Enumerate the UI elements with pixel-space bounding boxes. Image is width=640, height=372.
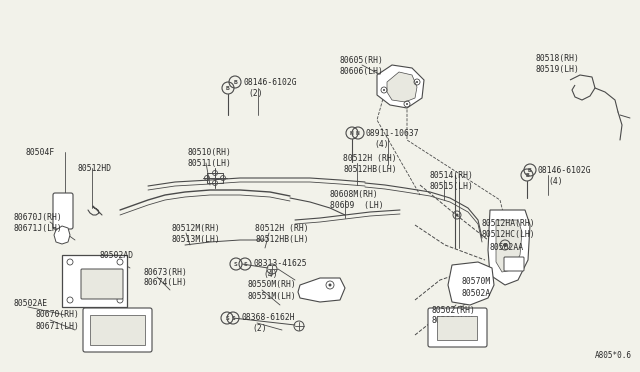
Text: (4): (4) [374, 140, 388, 148]
FancyBboxPatch shape [53, 193, 73, 229]
FancyBboxPatch shape [437, 316, 477, 340]
Text: 80511(LH): 80511(LH) [188, 158, 232, 167]
Text: B: B [528, 167, 532, 173]
Text: 80608M(RH): 80608M(RH) [330, 189, 379, 199]
Text: 80513M(LH): 80513M(LH) [172, 234, 221, 244]
Text: 08146-6102G: 08146-6102G [538, 166, 591, 174]
Text: 08313-41625: 08313-41625 [253, 260, 307, 269]
FancyBboxPatch shape [428, 308, 487, 347]
Polygon shape [387, 72, 417, 102]
Text: 80512H (RH): 80512H (RH) [255, 224, 308, 232]
Text: B: B [226, 86, 230, 90]
Text: 80570M: 80570M [462, 278, 492, 286]
Circle shape [456, 214, 458, 217]
Text: 80510(RH): 80510(RH) [188, 148, 232, 157]
Text: 08146-6102G: 08146-6102G [243, 77, 296, 87]
FancyBboxPatch shape [81, 269, 123, 299]
Text: 80515(LH): 80515(LH) [430, 182, 474, 190]
Text: S: S [225, 315, 229, 321]
Text: 80519(LH): 80519(LH) [535, 64, 579, 74]
Text: S: S [234, 262, 238, 266]
Polygon shape [448, 262, 494, 305]
Text: 80674(LH): 80674(LH) [143, 279, 187, 288]
Circle shape [406, 103, 408, 105]
Text: 80605(RH): 80605(RH) [340, 55, 384, 64]
Text: 80671(LH): 80671(LH) [36, 321, 80, 330]
Text: 80514(RH): 80514(RH) [430, 170, 474, 180]
Text: 80502(RH): 80502(RH) [432, 305, 476, 314]
Text: (4): (4) [263, 270, 278, 279]
Text: S: S [231, 315, 235, 321]
Polygon shape [54, 226, 70, 244]
Text: 08368-6162H: 08368-6162H [241, 314, 294, 323]
Polygon shape [377, 65, 424, 108]
Circle shape [328, 283, 332, 286]
Text: 80512M(RH): 80512M(RH) [172, 224, 221, 232]
Polygon shape [488, 210, 530, 285]
Text: (2): (2) [248, 89, 262, 97]
Text: N: N [356, 131, 360, 135]
Text: A805*0.6: A805*0.6 [595, 351, 632, 360]
FancyBboxPatch shape [504, 257, 524, 271]
Text: 80502AE: 80502AE [14, 298, 48, 308]
Text: S: S [243, 262, 247, 266]
Text: 80671J(LH): 80671J(LH) [14, 224, 63, 232]
Text: 80512HB(LH): 80512HB(LH) [255, 234, 308, 244]
Text: 80518(RH): 80518(RH) [535, 54, 579, 62]
Text: 80670J(RH): 80670J(RH) [14, 212, 63, 221]
Text: 80512HD: 80512HD [78, 164, 112, 173]
Text: 80512H (RH): 80512H (RH) [343, 154, 397, 163]
Text: 80551M(LH): 80551M(LH) [248, 292, 297, 301]
Polygon shape [298, 278, 345, 302]
FancyBboxPatch shape [62, 255, 127, 307]
Circle shape [416, 81, 418, 83]
Text: 80512HC(LH): 80512HC(LH) [482, 230, 536, 238]
Text: (2): (2) [252, 324, 267, 334]
Polygon shape [496, 220, 522, 272]
Text: 80504F: 80504F [26, 148, 55, 157]
Text: 80670(RH): 80670(RH) [36, 311, 80, 320]
Circle shape [503, 243, 507, 247]
FancyBboxPatch shape [83, 308, 152, 352]
Text: 80502A: 80502A [462, 289, 492, 298]
Text: 80503(LH): 80503(LH) [432, 317, 476, 326]
Text: 80502AA: 80502AA [490, 243, 524, 251]
Text: 80550M(RH): 80550M(RH) [248, 280, 297, 289]
FancyBboxPatch shape [90, 315, 145, 345]
Text: 80673(RH): 80673(RH) [143, 267, 187, 276]
Text: 80609  (LH): 80609 (LH) [330, 201, 383, 209]
Text: 80606(LH): 80606(LH) [340, 67, 384, 76]
Text: 80502AD: 80502AD [100, 250, 134, 260]
Text: (4): (4) [548, 176, 563, 186]
Circle shape [383, 89, 385, 91]
Text: B: B [233, 80, 237, 84]
Text: B: B [525, 173, 529, 177]
Text: 80512HB(LH): 80512HB(LH) [343, 164, 397, 173]
Text: N: N [350, 131, 354, 135]
Text: 80512HA(RH): 80512HA(RH) [482, 218, 536, 228]
Text: 08911-10637: 08911-10637 [366, 128, 420, 138]
